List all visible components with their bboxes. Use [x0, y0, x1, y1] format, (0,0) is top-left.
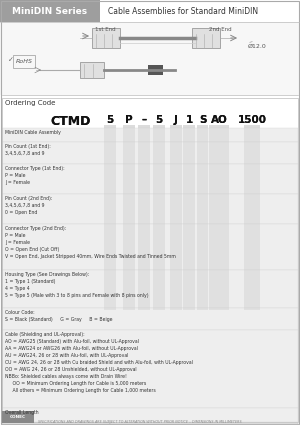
- Text: CTMD: CTMD: [50, 115, 91, 128]
- Bar: [138, 125, 150, 310]
- Text: 1500: 1500: [238, 115, 266, 125]
- Bar: [123, 125, 135, 310]
- Text: AO: AO: [211, 115, 227, 125]
- Bar: [209, 125, 229, 310]
- Bar: [153, 125, 165, 310]
- Text: MiniDIN Series: MiniDIN Series: [12, 6, 88, 15]
- Text: AO: AO: [211, 115, 227, 125]
- Text: CONEC: CONEC: [10, 415, 26, 419]
- Text: Cable (Shielding and UL-Approval):
AO = AWG25 (Standard) with Alu-foil, without : Cable (Shielding and UL-Approval): AO = …: [5, 332, 193, 393]
- Text: 5: 5: [106, 115, 113, 125]
- Bar: [92, 28, 120, 48]
- Text: CTMD: CTMD: [50, 115, 91, 128]
- Bar: [13, 55, 35, 68]
- Bar: [103, 125, 116, 310]
- Bar: [80, 62, 104, 78]
- Text: Pin Count (1st End):
3,4,5,6,7,8 and 9: Pin Count (1st End): 3,4,5,6,7,8 and 9: [5, 144, 51, 156]
- Bar: [103, 125, 116, 310]
- Bar: [244, 125, 260, 310]
- Text: 5: 5: [155, 115, 163, 125]
- Bar: [197, 125, 208, 310]
- Bar: [197, 125, 208, 310]
- Text: 5: 5: [155, 115, 163, 125]
- Text: 2nd End: 2nd End: [209, 27, 231, 32]
- Text: 1: 1: [185, 115, 193, 125]
- Text: Pin Count (2nd End):
3,4,5,6,7,8 and 9
0 = Open End: Pin Count (2nd End): 3,4,5,6,7,8 and 9 0…: [5, 196, 52, 215]
- Text: Ordering Code: Ordering Code: [5, 100, 55, 106]
- Bar: [153, 125, 165, 310]
- Text: –: –: [141, 115, 147, 125]
- Bar: [0, 22, 300, 95]
- Bar: [2, 270, 298, 308]
- Text: 1st End: 1st End: [95, 27, 115, 32]
- Bar: [2, 224, 298, 270]
- Text: MiniDIN Cable Assembly: MiniDIN Cable Assembly: [5, 130, 61, 135]
- Text: P: P: [125, 115, 133, 125]
- Text: SPECIFICATIONS AND DRAWINGS ARE SUBJECT TO ALTERATION WITHOUT PRIOR NOTICE – DIM: SPECIFICATIONS AND DRAWINGS ARE SUBJECT …: [38, 420, 242, 424]
- Text: J: J: [174, 115, 177, 125]
- Bar: [209, 125, 229, 310]
- Text: S: S: [199, 115, 206, 125]
- Bar: [244, 125, 260, 310]
- Text: –: –: [141, 115, 147, 125]
- Text: 5: 5: [106, 115, 113, 125]
- Bar: [2, 411, 34, 423]
- Text: RoHS: RoHS: [16, 59, 32, 63]
- Bar: [169, 125, 181, 310]
- Text: Connector Type (2nd End):
P = Male
J = Female
O = Open End (Cut Off)
V = Open En: Connector Type (2nd End): P = Male J = F…: [5, 226, 176, 259]
- Bar: [183, 125, 195, 310]
- Text: Connector Type (1st End):
P = Male
J = Female: Connector Type (1st End): P = Male J = F…: [5, 166, 64, 185]
- Text: Housing Type (See Drawings Below):
1 = Type 1 (Standard)
4 = Type 4
5 = Type 5 (: Housing Type (See Drawings Below): 1 = T…: [5, 272, 148, 298]
- Bar: [183, 125, 195, 310]
- Bar: [169, 125, 181, 310]
- Bar: [123, 125, 135, 310]
- Text: Colour Code:
S = Black (Standard)     G = Gray     B = Beige: Colour Code: S = Black (Standard) G = Gr…: [5, 310, 112, 322]
- Bar: [2, 330, 298, 408]
- Text: 1: 1: [185, 115, 193, 125]
- Bar: [192, 28, 220, 48]
- Bar: [2, 308, 298, 330]
- Text: Cable Assemblies for Standard MiniDIN: Cable Assemblies for Standard MiniDIN: [108, 6, 258, 15]
- Text: S: S: [199, 115, 206, 125]
- Bar: [2, 142, 298, 164]
- Bar: [0, 0, 100, 22]
- Text: Ø12.0: Ø12.0: [248, 43, 267, 48]
- Bar: [138, 125, 150, 310]
- Text: 1500: 1500: [238, 115, 266, 125]
- Text: J: J: [174, 115, 177, 125]
- Bar: [2, 423, 298, 424]
- Bar: [2, 164, 298, 194]
- Bar: [2, 408, 298, 422]
- Text: ✓: ✓: [8, 57, 14, 63]
- Text: P: P: [125, 115, 133, 125]
- Text: Overall Length: Overall Length: [5, 410, 39, 415]
- Bar: [148, 65, 163, 75]
- Bar: [2, 98, 298, 422]
- Bar: [2, 194, 298, 224]
- Bar: [2, 128, 298, 142]
